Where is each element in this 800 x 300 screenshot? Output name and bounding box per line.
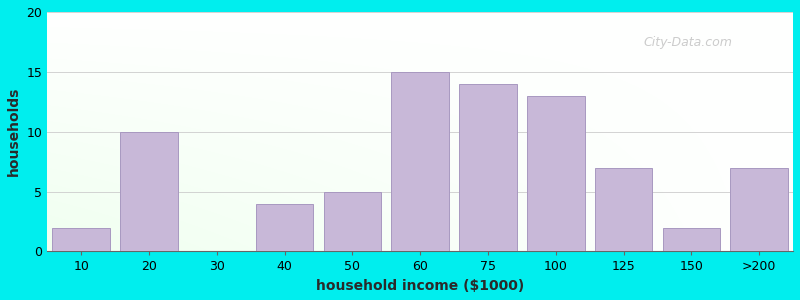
Bar xyxy=(256,204,314,251)
Bar xyxy=(527,96,585,251)
Y-axis label: households: households xyxy=(7,87,21,176)
Bar xyxy=(323,192,381,251)
Bar xyxy=(391,72,449,251)
Bar xyxy=(120,132,178,251)
Bar xyxy=(594,168,652,251)
Text: City-Data.com: City-Data.com xyxy=(644,36,733,49)
Bar xyxy=(730,168,788,251)
Bar xyxy=(459,84,517,251)
X-axis label: household income ($1000): household income ($1000) xyxy=(316,279,524,293)
Bar xyxy=(52,227,110,251)
Bar xyxy=(662,227,720,251)
